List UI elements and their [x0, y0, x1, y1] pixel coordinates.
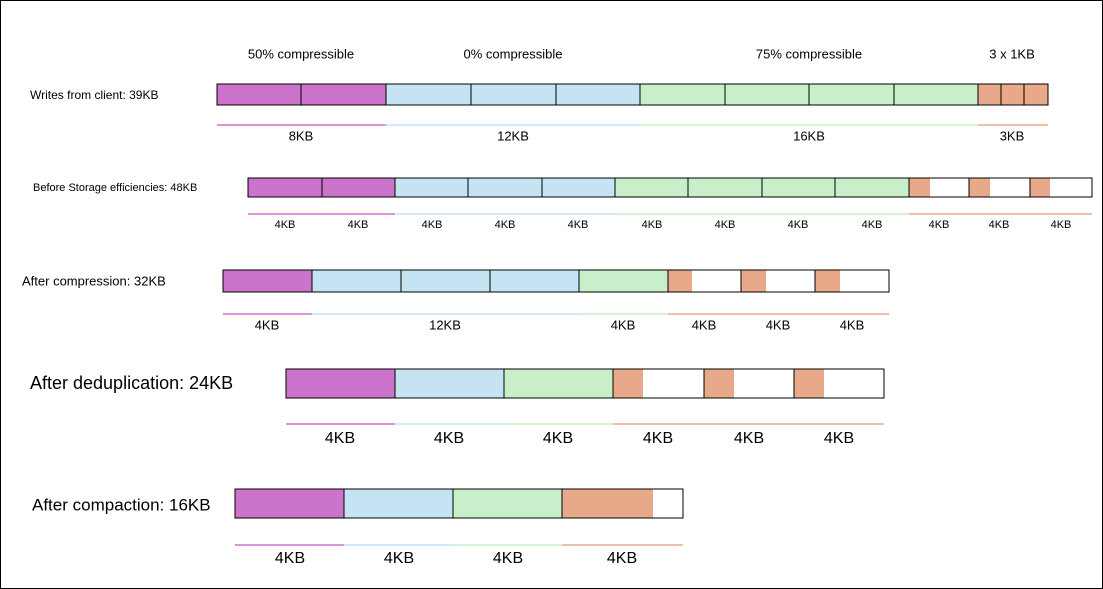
block — [688, 178, 762, 197]
size-label: 4KB — [989, 219, 1010, 231]
block-outline — [793, 368, 885, 399]
block — [835, 178, 909, 197]
block — [504, 369, 613, 398]
size-label: 4KB — [715, 219, 736, 231]
size-label: 4KB — [766, 317, 791, 332]
block — [894, 84, 978, 105]
size-label: 4KB — [495, 219, 516, 231]
block-fill — [815, 270, 840, 292]
block — [344, 489, 453, 518]
block — [235, 489, 344, 518]
block — [1024, 84, 1048, 105]
size-label: 4KB — [642, 219, 663, 231]
row-label: Before Storage efficiencies: 48KB — [33, 182, 197, 194]
size-label: 4KB — [434, 430, 464, 447]
block — [542, 178, 615, 197]
block — [386, 84, 471, 105]
row-label: After compression: 32KB — [22, 273, 166, 288]
block — [978, 84, 1001, 105]
block — [301, 84, 386, 105]
block-fill — [794, 369, 824, 398]
block-fill — [668, 270, 692, 292]
size-label: 4KB — [255, 317, 280, 332]
block-fill — [613, 369, 643, 398]
block — [395, 369, 504, 398]
block — [640, 84, 725, 105]
block — [217, 84, 301, 105]
block — [556, 84, 640, 105]
block — [471, 84, 556, 105]
size-label: 3KB — [1000, 128, 1025, 143]
block — [453, 489, 562, 518]
size-label: 4KB — [862, 219, 883, 231]
size-label: 12KB — [497, 128, 529, 143]
size-label: 4KB — [384, 550, 414, 567]
block — [809, 84, 894, 105]
block-outline — [814, 269, 890, 293]
size-label: 4KB — [929, 219, 950, 231]
size-label: 4KB — [643, 430, 673, 447]
block-fill — [1030, 178, 1050, 197]
size-label: 4KB — [422, 219, 443, 231]
block-fill — [741, 270, 766, 292]
block-fill — [704, 369, 734, 398]
size-label: 4KB — [543, 430, 573, 447]
size-label: 4KB — [611, 317, 636, 332]
size-label: 4KB — [568, 219, 589, 231]
block — [490, 270, 579, 292]
size-label: 8KB — [289, 128, 314, 143]
row-label: After compaction: 16KB — [32, 495, 211, 514]
block-fill — [969, 178, 990, 197]
block-outline — [1023, 83, 1049, 106]
block — [468, 178, 542, 197]
block-outline — [1029, 177, 1093, 198]
size-label: 4KB — [824, 430, 854, 447]
block — [725, 84, 809, 105]
block — [579, 270, 668, 292]
size-label: 4KB — [788, 219, 809, 231]
size-label: 4KB — [607, 550, 637, 567]
block — [286, 369, 395, 398]
size-label: 4KB — [325, 430, 355, 447]
block — [395, 178, 468, 197]
column-header: 50% compressible — [248, 46, 354, 61]
size-label: 4KB — [840, 317, 865, 332]
column-header: 75% compressible — [756, 46, 862, 61]
column-header: 3 x 1KB — [989, 46, 1035, 61]
size-label: 4KB — [275, 550, 305, 567]
row-label: Writes from client: 39KB — [30, 88, 158, 102]
block — [322, 178, 395, 197]
size-label: 4KB — [734, 430, 764, 447]
block — [615, 178, 688, 197]
size-label: 4KB — [1051, 219, 1072, 231]
row-label: After deduplication: 24KB — [30, 373, 233, 393]
column-header: 0% compressible — [464, 46, 563, 61]
size-label: 4KB — [275, 219, 296, 231]
size-label: 16KB — [793, 128, 825, 143]
block-fill — [562, 489, 653, 518]
size-label: 4KB — [493, 550, 523, 567]
size-label: 12KB — [429, 317, 461, 332]
block-fill — [909, 178, 930, 197]
block — [401, 270, 490, 292]
block-outline — [561, 488, 684, 519]
block — [312, 270, 401, 292]
block — [1001, 84, 1024, 105]
block — [762, 178, 835, 197]
block — [223, 270, 312, 292]
size-label: 4KB — [348, 219, 369, 231]
block — [248, 178, 322, 197]
size-label: 4KB — [692, 317, 717, 332]
